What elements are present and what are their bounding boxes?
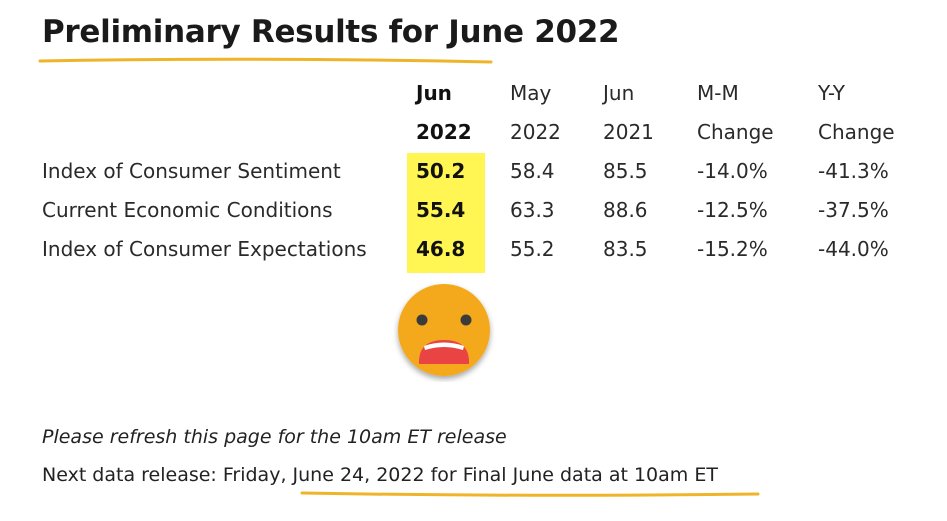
jun-2022-column-highlight [407,153,485,273]
cell-expectations-jun-2022: 46.8 [416,237,466,261]
cell-conditions-mm-change: -12.5% [697,198,768,222]
cell-sentiment-mm-change: -14.0% [697,159,768,183]
header-yy-change-line1: Y-Y [818,81,845,105]
header-may-2022-line2: 2022 [510,120,561,144]
refresh-note: Please refresh this page for the 10am ET… [42,426,507,448]
header-jun-2022-line2: 2022 [416,120,472,144]
header-mm-change-line2: Change [697,120,774,144]
row-label-consumer-expectations: Index of Consumer Expectations [42,237,367,261]
cell-sentiment-jun-2022: 50.2 [416,159,466,183]
header-may-2022-line1: May [510,81,552,105]
header-jun-2022-line1: Jun [416,81,452,105]
header-yy-change-line2: Change [818,120,895,144]
header-mm-change-line1: M-M [697,81,739,105]
row-label-consumer-sentiment: Index of Consumer Sentiment [42,159,341,183]
next-release-text: Next data release: Friday, June 24, 2022… [42,464,718,486]
cell-sentiment-may-2022: 58.4 [510,159,555,183]
next-release-underline [300,491,760,497]
cell-expectations-jun-2021: 83.5 [603,237,648,261]
cell-conditions-yy-change: -37.5% [818,198,889,222]
page-title: Preliminary Results for June 2022 [42,14,620,50]
cell-conditions-jun-2022: 55.4 [416,198,466,222]
cell-sentiment-yy-change: -41.3% [818,159,889,183]
cell-expectations-mm-change: -15.2% [697,237,768,261]
title-underline [38,57,493,64]
cell-conditions-jun-2021: 88.6 [603,198,648,222]
cell-expectations-yy-change: -44.0% [818,237,889,261]
row-label-current-conditions: Current Economic Conditions [42,198,333,222]
cell-conditions-may-2022: 63.3 [510,198,555,222]
cell-expectations-may-2022: 55.2 [510,237,555,261]
header-jun-2021-line2: 2021 [603,120,654,144]
header-jun-2021-line1: Jun [603,81,635,105]
shocked-face-icon [398,284,490,376]
cell-sentiment-jun-2021: 85.5 [603,159,648,183]
